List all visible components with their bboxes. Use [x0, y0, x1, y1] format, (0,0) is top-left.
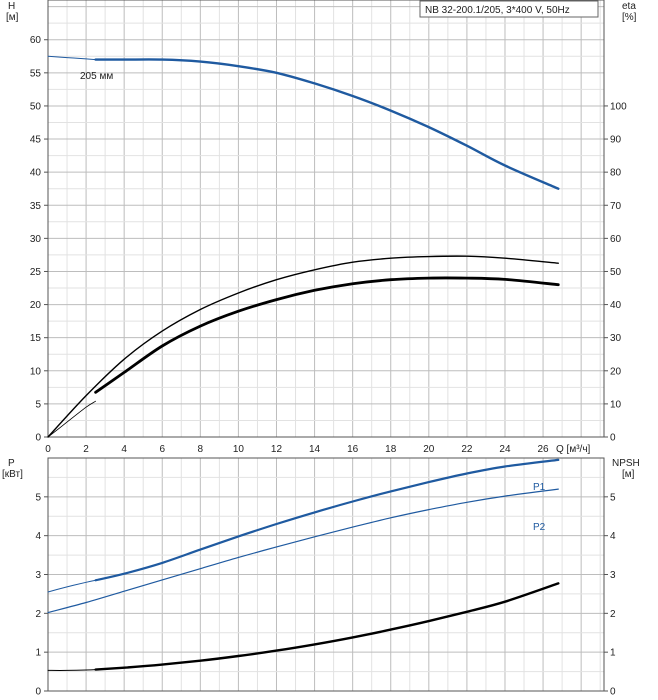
- left-tick-label: 30: [30, 234, 42, 245]
- p-axis-unit: [кВт]: [2, 469, 23, 480]
- x-tick-label: 12: [271, 444, 283, 455]
- left-tick-label: 40: [30, 168, 42, 179]
- left-tick-label: 15: [30, 333, 42, 344]
- series-line-hq-2: [47, 255, 559, 438]
- left-tick-label: 25: [30, 267, 42, 278]
- p2-series-label: P2: [533, 522, 546, 533]
- series-line-pq-1: [47, 488, 559, 614]
- right-tick-label: 90: [610, 135, 622, 146]
- left-tick-label: 2: [35, 609, 41, 620]
- chart-title: NB 32-200.1/205, 3*400 V, 50Hz: [425, 5, 570, 16]
- left-tick-label: 55: [30, 68, 42, 79]
- x-tick-label: 14: [309, 444, 321, 455]
- right-tick-label: 40: [610, 300, 622, 311]
- x-tick-label: 16: [347, 444, 359, 455]
- x-tick-label: 10: [233, 444, 245, 455]
- p1-series-label: P1: [533, 482, 546, 493]
- left-tick-label: 5: [35, 492, 41, 503]
- left-tick-label: 50: [30, 101, 42, 112]
- x-tick-label: 20: [423, 444, 435, 455]
- x-tick-label: 6: [159, 444, 165, 455]
- right-tick-label: 1: [610, 648, 616, 659]
- left-tick-label: 45: [30, 135, 42, 146]
- left-tick-label: 5: [35, 399, 41, 410]
- right-tick-label: 2: [610, 609, 616, 620]
- series-line-hq-1: [47, 55, 97, 61]
- x-tick-label: 4: [121, 444, 127, 455]
- npsh-axis-unit: [м]: [622, 469, 635, 480]
- right-tick-label: 80: [610, 168, 622, 179]
- right-tick-label: 3: [610, 570, 616, 581]
- plot-frame: [47, 0, 605, 438]
- series-line-pq-4: [47, 669, 97, 671]
- right-tick-label: 10: [610, 399, 622, 410]
- right-tick-label: 20: [610, 366, 622, 377]
- diameter-annotation: 205 мм: [80, 71, 113, 82]
- h-axis-label: H: [8, 1, 15, 12]
- npsh-axis-label: NPSH: [612, 458, 640, 469]
- series-line-pq-0: [94, 458, 560, 582]
- x-tick-label: 2: [83, 444, 89, 455]
- left-tick-label: 20: [30, 300, 42, 311]
- title-box: [419, 0, 599, 18]
- right-tick-label: 60: [610, 234, 622, 245]
- x-tick-label: 22: [461, 444, 473, 455]
- series-line-pq-2: [47, 579, 97, 593]
- right-tick-label: 5: [610, 492, 616, 503]
- series-line-pq-3: [94, 582, 560, 671]
- left-tick-label: 3: [35, 570, 41, 581]
- left-tick-label: 0: [35, 687, 41, 698]
- left-tick-label: 35: [30, 201, 42, 212]
- x-tick-label: 8: [198, 444, 204, 455]
- left-tick-label: 0: [35, 433, 41, 444]
- x-tick-label: 24: [499, 444, 511, 455]
- p-axis-label: P: [8, 458, 15, 469]
- x-tick-label: 18: [385, 444, 397, 455]
- right-tick-label: 100: [610, 101, 627, 112]
- left-tick-label: 60: [30, 35, 42, 46]
- right-tick-label: 70: [610, 201, 622, 212]
- eta-axis-label: eta: [622, 1, 636, 12]
- right-tick-label: 30: [610, 333, 622, 344]
- right-tick-label: 0: [610, 687, 616, 698]
- q-axis-label: Q [м³/ч]: [556, 444, 591, 455]
- right-tick-label: 50: [610, 267, 622, 278]
- power-npsh-panel: 0 1 2 3 4 5 0 1 2 3 4 5: [35, 457, 616, 698]
- right-tick-label: 4: [610, 531, 616, 542]
- right-tick-label: 0: [610, 433, 616, 444]
- h-axis-unit: [м]: [6, 12, 19, 23]
- series-line-hq-4: [47, 400, 96, 438]
- x-tick-label: 0: [45, 444, 51, 455]
- left-tick-label: 1: [35, 648, 41, 659]
- x-tick-label: 26: [538, 444, 550, 455]
- head-efficiency-panel: 0510152025303540455055600102030405060708…: [30, 0, 627, 455]
- series-line-hq-3: [94, 276, 560, 394]
- series-line-hq-0: [94, 58, 560, 190]
- left-tick-label: 10: [30, 366, 42, 377]
- left-tick-label: 4: [35, 531, 41, 542]
- eta-axis-unit: [%]: [622, 12, 637, 23]
